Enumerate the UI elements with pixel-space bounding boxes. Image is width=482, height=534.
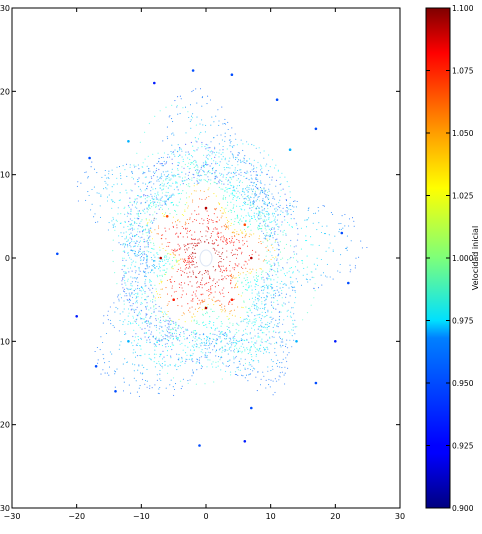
data-point-17 [127,140,130,143]
y-tick-label: 10 [0,171,10,180]
data-point-16 [94,365,98,368]
data-point-22 [165,215,169,218]
data-point-9 [347,281,350,285]
colorbar-tick-label: 1.050 [452,129,474,138]
data-point-18 [288,148,292,151]
data-point-24 [230,298,234,302]
data-point-3 [153,81,156,85]
colorbar-tick-label: 0.900 [452,504,474,513]
x-tick-label: 0 [203,512,208,521]
y-tick-label: −10 [0,337,10,346]
data-point-0 [75,315,78,318]
data-point-12 [250,406,253,410]
y-axis: 30 20 10 0 −10 −20 −30 [0,4,400,513]
x-tick-label: 10 [266,512,276,521]
data-point-4 [191,69,195,72]
x-tick-label: −30 [4,512,21,521]
data-point-2 [88,156,91,160]
colorbar-label: Velocidad inicial [471,226,480,290]
data-point-21 [243,223,247,226]
y-tick-label: 0 [5,254,10,263]
x-tick-label: −20 [68,512,85,521]
data-point-1 [56,252,59,256]
data-point-28 [159,256,162,260]
colorbar-tick-label: 1.000 [452,254,474,263]
data-markers [56,69,350,447]
colorbar-ticks: 1.100 1.075 1.050 1.025 1.000 0.975 0.950 0.925… [426,4,474,513]
data-point-27 [250,256,253,260]
data-point-25 [204,206,208,210]
data-point-8 [340,231,344,235]
x-tick-label: −10 [133,512,150,521]
colorbar-tick-label: 0.925 [452,442,474,451]
colorbar-tick-label: 1.100 [452,4,474,13]
scatter-points [76,88,368,397]
data-point-5 [230,73,234,76]
data-point-10 [334,340,337,343]
colorbar-tick-label: 0.950 [452,379,474,388]
x-tick-label: 30 [395,512,405,521]
data-point-15 [114,390,117,393]
y-tick-label: 20 [0,87,10,96]
central-void [199,249,213,267]
y-tick-label: −30 [0,504,10,513]
x-tick-label: 20 [330,512,340,521]
x-axis: −30 −20 −10 0 10 20 30 [4,8,405,521]
colorbar-tick-label: 1.075 [452,67,474,76]
data-point-11 [314,381,318,385]
orbit-trails [105,104,316,389]
data-point-19 [295,340,298,343]
y-tick-label: 30 [0,4,10,13]
colorbar-tick-label: 0.975 [452,317,474,326]
data-point-26 [204,306,208,310]
data-point-23 [172,298,175,302]
colorbar-tick-label: 1.025 [452,192,474,201]
y-tick-label: −20 [0,421,10,430]
data-point-20 [127,340,130,343]
data-point-14 [198,444,201,447]
data-point-6 [275,98,279,101]
data-point-13 [243,440,247,443]
data-point-7 [314,127,318,131]
